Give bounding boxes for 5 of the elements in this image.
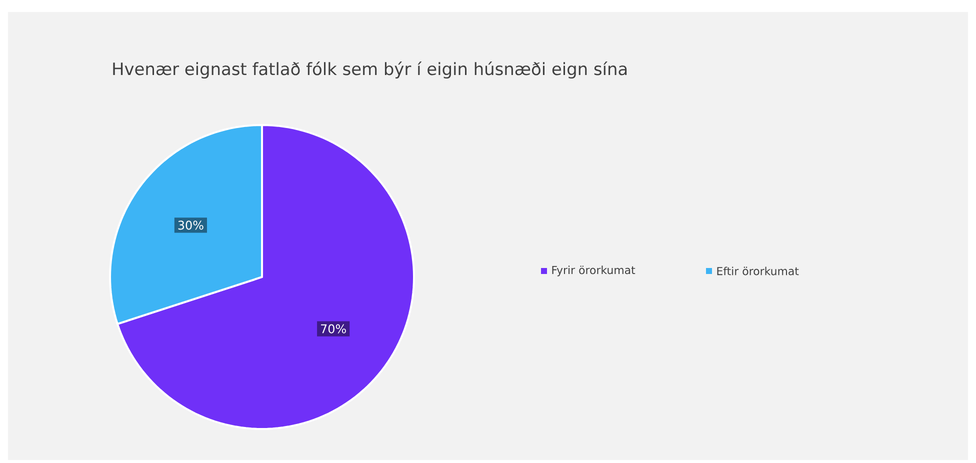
chart-title: Hvenær eignast fatlað fólk sem býr í eigin húsnæði eign sína [113, 61, 627, 79]
data-label: 30% [178, 220, 204, 230]
legend-label: Eftir örorkumat [717, 266, 799, 276]
legend-label: Fyrir örorkumat [552, 266, 636, 276]
data-label: 70% [321, 324, 346, 334]
